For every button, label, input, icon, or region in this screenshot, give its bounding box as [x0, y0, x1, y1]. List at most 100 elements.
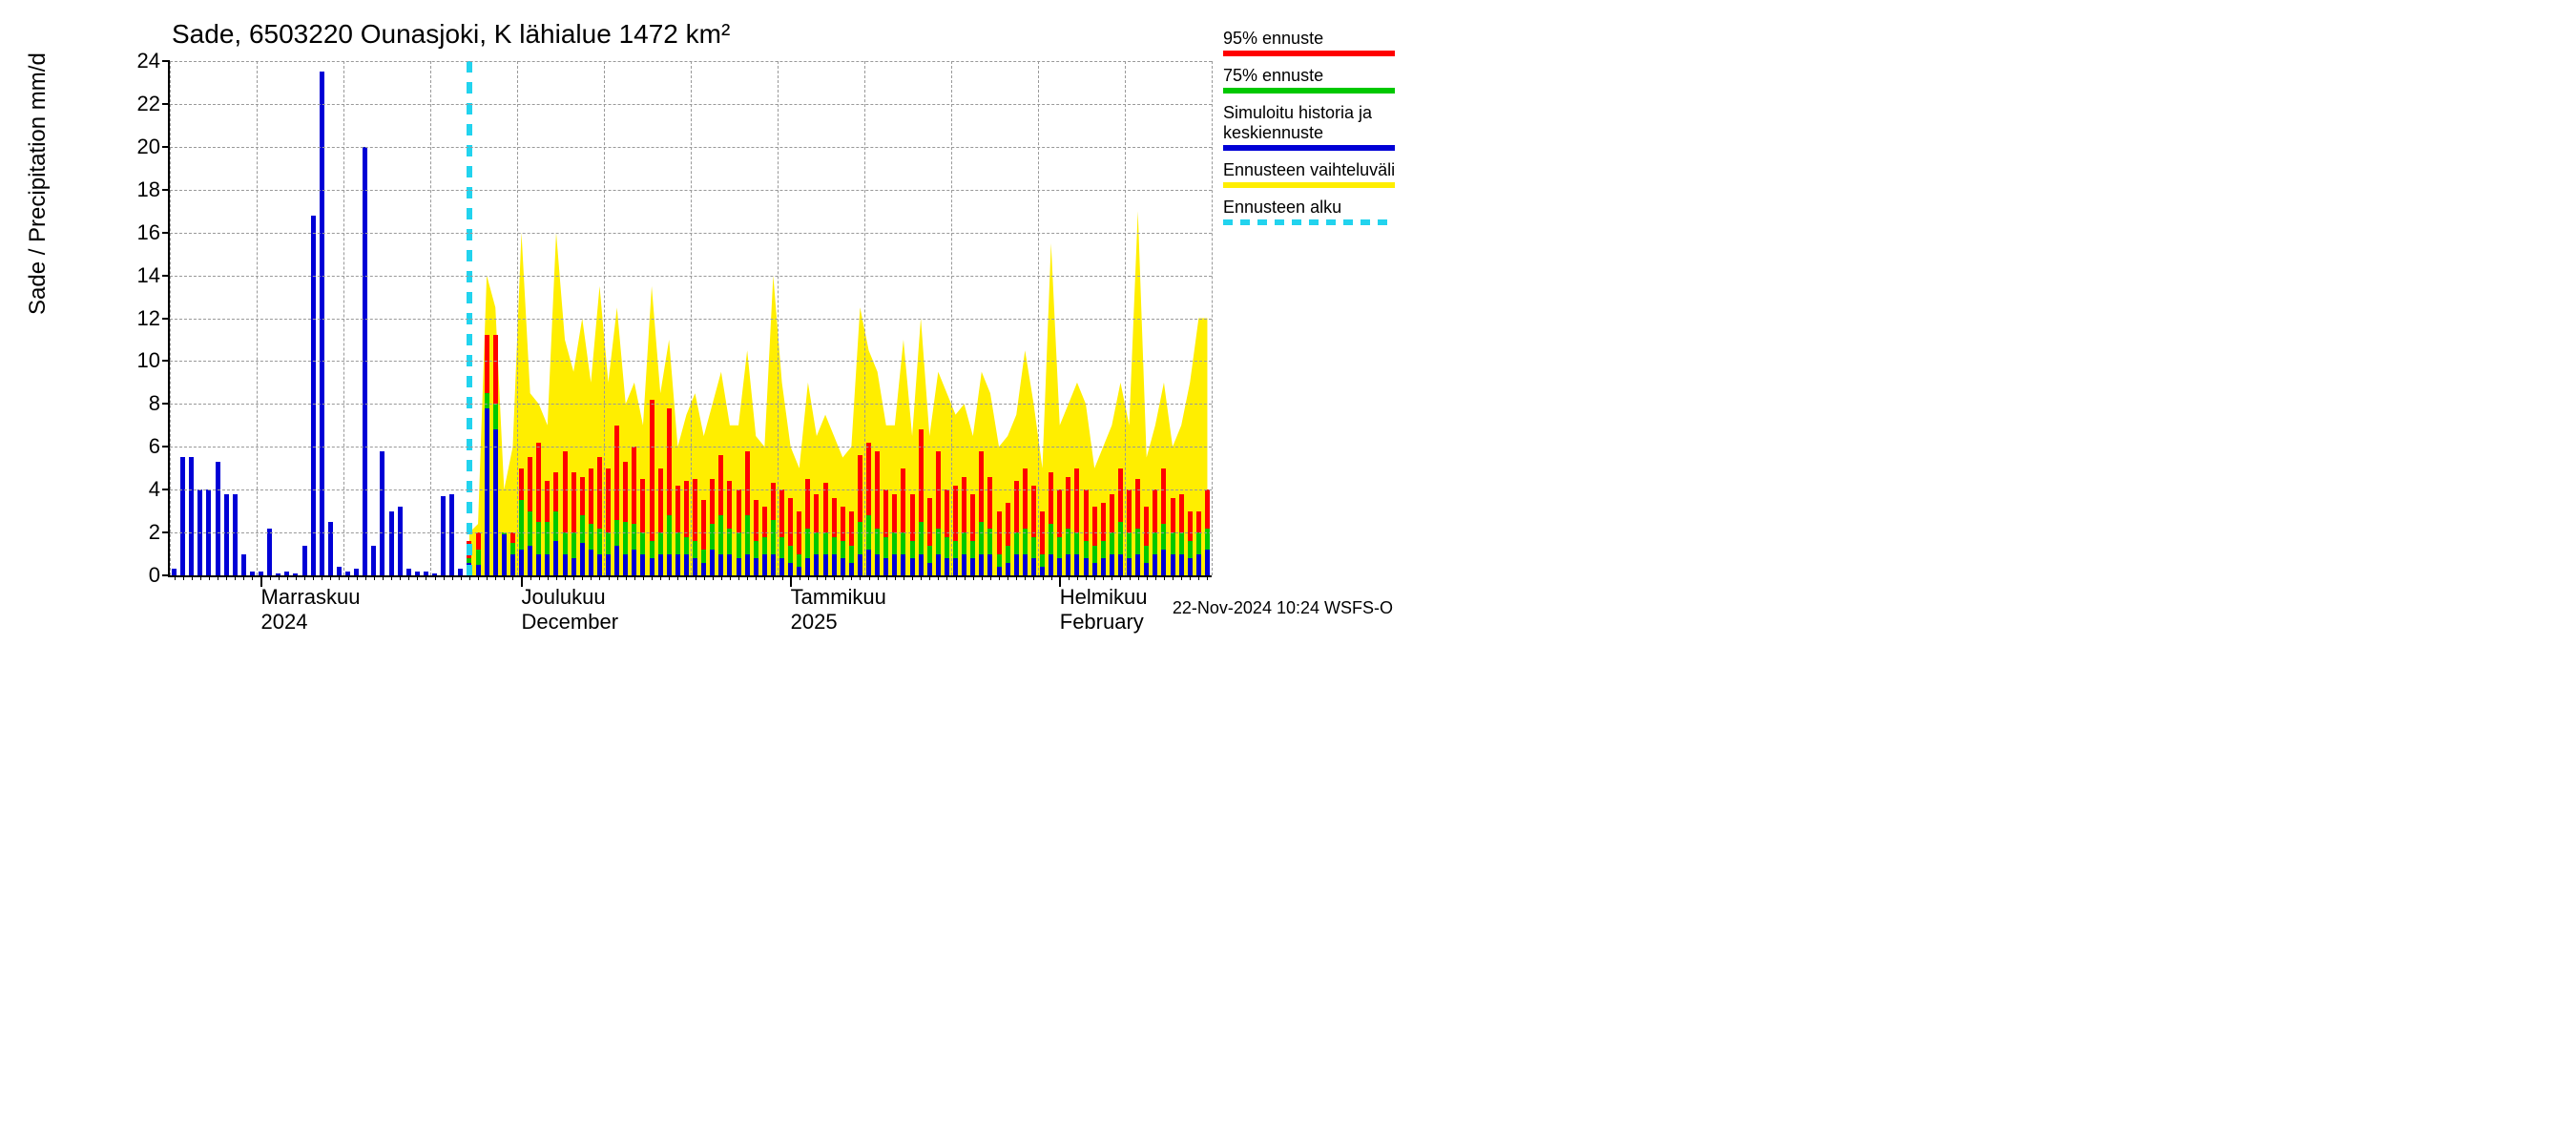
x-tick-minor [270, 575, 271, 580]
history-bar [180, 457, 185, 575]
forecast-mean-bar [693, 558, 697, 575]
forecast-mean-bar [1084, 558, 1089, 575]
forecast-mean-bar [737, 558, 741, 575]
history-bar [371, 546, 376, 575]
forecast-mean-bar [979, 554, 984, 575]
x-tick-minor [348, 575, 349, 580]
x-tick-minor [946, 575, 947, 580]
forecast-mean-bar [580, 543, 585, 575]
footer-timestamp: 22-Nov-2024 10:24 WSFS-O [1173, 598, 1393, 618]
grid-line-v [1212, 61, 1214, 575]
x-month-label: Joulukuu [522, 585, 606, 610]
x-tick-minor [808, 575, 809, 580]
x-tick-minor [582, 575, 583, 580]
forecast-mean-bar [485, 408, 489, 575]
legend-swatch [1223, 51, 1395, 56]
forecast-mean-bar [849, 563, 854, 575]
x-tick-minor [929, 575, 930, 580]
x-tick-minor [982, 575, 983, 580]
x-tick-minor [886, 575, 887, 580]
x-tick-minor [1043, 575, 1044, 580]
x-tick-minor [383, 575, 384, 580]
x-tick-minor [1025, 575, 1026, 580]
x-tick-minor [634, 575, 635, 580]
forecast-mean-bar [502, 534, 507, 575]
legend: 95% ennuste75% ennusteSimuloitu historia… [1223, 29, 1397, 235]
history-bar [233, 494, 238, 575]
x-tick-minor [704, 575, 705, 580]
chart-title: Sade, 6503220 Ounasjoki, K lähialue 1472… [172, 19, 730, 50]
x-tick-minor [1138, 575, 1139, 580]
x-tick-minor [643, 575, 644, 580]
x-tick-minor [895, 575, 896, 580]
x-tick-minor [1155, 575, 1156, 580]
forecast-mean-bar [1196, 554, 1201, 575]
forecast-mean-bar [970, 558, 975, 575]
x-tick-minor [539, 575, 540, 580]
legend-label: Simuloitu historia ja keskiennuste [1223, 103, 1397, 143]
x-tick-minor [834, 575, 835, 580]
precipitation-chart: Sade, 6503220 Ounasjoki, K lähialue 1472… [0, 0, 1404, 624]
x-month-label: Marraskuu [261, 585, 361, 610]
x-tick-minor [617, 575, 618, 580]
grid-line-v [778, 61, 779, 575]
x-tick-minor [713, 575, 714, 580]
y-tick-mark [162, 189, 170, 191]
forecast-mean-bar [1153, 554, 1157, 575]
forecast-mean-bar [875, 554, 880, 575]
x-tick-minor [1207, 575, 1208, 580]
x-tick-minor [730, 575, 731, 580]
x-sub-label: February [1060, 610, 1144, 635]
forecast-mean-bar [919, 554, 924, 575]
y-tick-mark [162, 531, 170, 533]
x-tick-minor [1103, 575, 1104, 580]
x-tick-minor [999, 575, 1000, 580]
forecast-mean-bar [953, 558, 958, 575]
grid-line-v [517, 61, 519, 575]
x-tick-minor [444, 575, 445, 580]
forecast-mean-bar [858, 554, 862, 575]
forecast-mean-bar [1127, 558, 1132, 575]
forecast-mean-bar [623, 554, 628, 575]
y-tick-mark [162, 403, 170, 405]
forecast-mean-bar [1057, 558, 1062, 575]
forecast-mean-bar [883, 558, 888, 575]
x-tick-minor [313, 575, 314, 580]
x-tick-minor [773, 575, 774, 580]
x-sub-label: 2024 [261, 610, 308, 635]
x-tick-minor [817, 575, 818, 580]
forecast-mean-bar [658, 554, 663, 575]
legend-swatch [1223, 145, 1395, 151]
forecast-mean-bar [597, 554, 602, 575]
forecast-mean-bar [667, 554, 672, 575]
plot-area: 024681012141618202224Marraskuu2024Jouluk… [168, 61, 1212, 577]
x-tick-minor [1051, 575, 1052, 580]
x-tick-minor [626, 575, 627, 580]
x-tick-minor [921, 575, 922, 580]
forecast-mean-bar [1006, 563, 1010, 575]
legend-item: Ennusteen alku [1223, 198, 1397, 225]
x-tick-minor [339, 575, 340, 580]
x-tick-minor [609, 575, 610, 580]
forecast-mean-bar [1040, 567, 1045, 575]
forecast-mean-bar [823, 554, 828, 575]
x-tick-minor [287, 575, 288, 580]
y-tick-mark [162, 360, 170, 362]
forecast-mean-bar [718, 554, 723, 575]
forecast-mean-bar [650, 558, 654, 575]
x-tick-minor [452, 575, 453, 580]
history-bar [311, 216, 316, 575]
y-tick-mark [162, 60, 170, 62]
grid-line-v [1038, 61, 1040, 575]
forecast-mean-bar [910, 558, 915, 575]
x-tick-minor [1086, 575, 1087, 580]
forecast-mean-bar [762, 554, 767, 575]
grid-line-v [1125, 61, 1127, 575]
x-tick-minor [825, 575, 826, 580]
forecast-mean-bar [866, 550, 871, 575]
history-bar [441, 496, 446, 575]
x-tick-minor [1147, 575, 1148, 580]
x-tick-minor [504, 575, 505, 580]
forecast-mean-bar [528, 546, 532, 575]
forecast-mean-bar [701, 563, 706, 575]
